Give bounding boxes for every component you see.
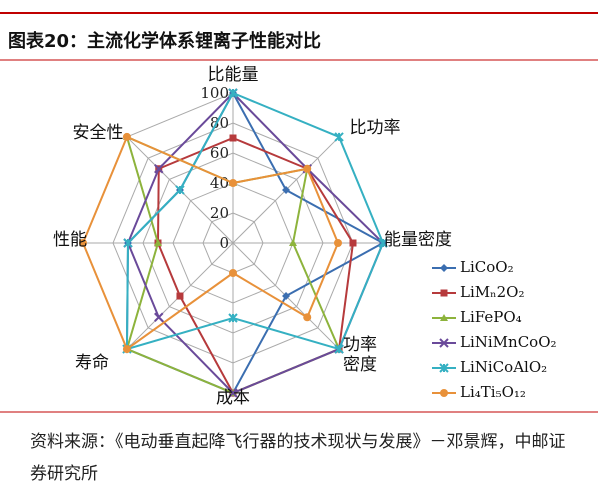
axis-label: 寿命 (75, 353, 109, 373)
legend-label: LiCoO₂ (460, 258, 514, 276)
marker (154, 239, 162, 246)
marker (123, 238, 133, 248)
marker (154, 164, 164, 174)
marker (303, 313, 312, 322)
r-tick-label: 60 (210, 144, 229, 162)
legend-marker (439, 363, 449, 373)
marker (228, 88, 238, 98)
legend-label: LiNiMnCoO₂ (460, 333, 557, 351)
legend-label: LiFePO₄ (460, 308, 522, 326)
marker (282, 292, 291, 301)
axis-label: 功率密度 (343, 335, 377, 375)
marker (228, 313, 238, 323)
marker (122, 345, 131, 354)
marker (175, 185, 185, 195)
r-tick-label: 100 (200, 84, 229, 102)
legend-marker (439, 338, 449, 348)
axis-label: 成本 (216, 388, 250, 408)
legend-label: LiNiCoAlO₂ (460, 358, 548, 376)
marker (154, 312, 164, 322)
r-tick-label: 20 (210, 204, 229, 222)
legend-label: Li₄Ti₅O₁₂ (460, 383, 526, 401)
marker (282, 185, 291, 194)
source: 资料来源：《电动垂直起降飞行器的技术现状与发展》－邓景辉，中邮证券研究所 (30, 432, 566, 484)
marker (228, 388, 238, 398)
marker (229, 134, 237, 142)
marker (334, 344, 344, 354)
legend-marker (440, 389, 448, 397)
marker (334, 239, 342, 247)
marker (229, 269, 237, 277)
r-tick-label: 0 (219, 234, 229, 252)
axis-label: 比功率 (349, 118, 401, 138)
axis-label: 性能 (53, 230, 87, 250)
legend-label: LiMₙ2O₂ (460, 283, 525, 301)
marker (229, 179, 237, 187)
marker (334, 132, 344, 142)
marker (79, 239, 87, 247)
legend-marker (440, 289, 448, 297)
legend-marker (440, 314, 448, 321)
marker (303, 164, 312, 173)
marker (289, 239, 297, 246)
axis-label: 安全性 (72, 123, 124, 143)
marker (176, 292, 184, 300)
axis-label: 比能量 (207, 65, 259, 85)
legend-marker (440, 264, 448, 272)
marker (349, 239, 357, 247)
marker (122, 132, 131, 141)
chart-title: 图表20：主流化学体系锂离子性能对比 (8, 31, 322, 52)
axis-label: 能量密度 (384, 230, 452, 250)
marker (378, 238, 388, 248)
